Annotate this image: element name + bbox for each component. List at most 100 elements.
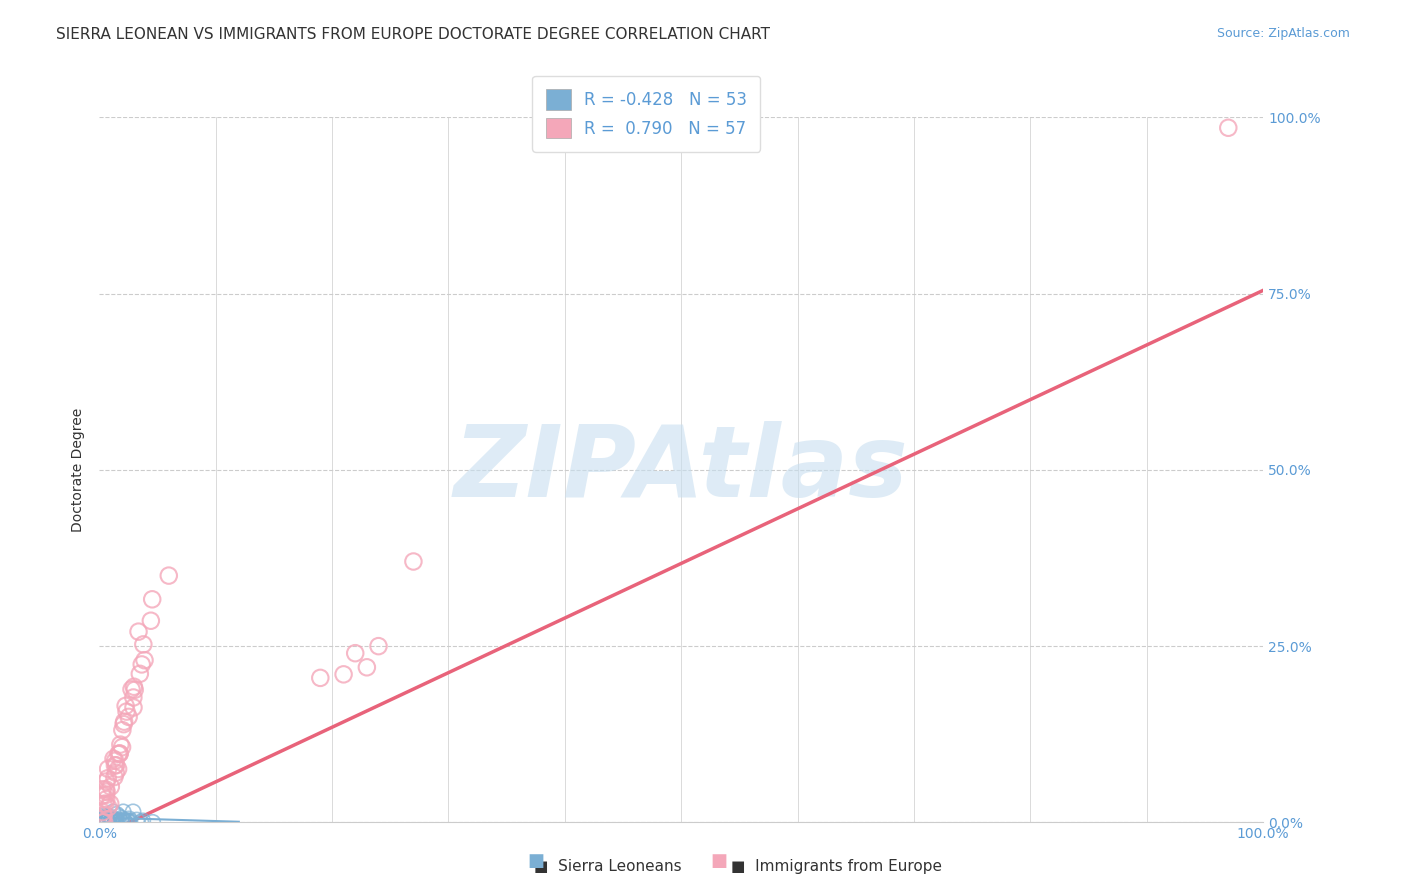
- Point: [118, 814, 141, 828]
- Point: [309, 671, 332, 685]
- Point: [112, 714, 135, 729]
- Point: [139, 614, 162, 628]
- Point: [98, 811, 121, 825]
- Point: [118, 814, 141, 829]
- Point: [94, 814, 117, 829]
- Point: [94, 782, 117, 797]
- Point: [122, 680, 145, 694]
- Point: [117, 814, 139, 829]
- Point: [98, 797, 121, 811]
- Point: [98, 809, 121, 823]
- Legend: R = -0.428   N = 53, R =  0.790   N = 57: R = -0.428 N = 53, R = 0.790 N = 57: [533, 76, 761, 152]
- Point: [332, 667, 354, 681]
- Point: [96, 815, 118, 830]
- Text: ■: ■: [527, 852, 544, 870]
- Point: [122, 805, 145, 819]
- Point: [110, 814, 132, 829]
- Point: [100, 815, 122, 830]
- Point: [108, 747, 131, 761]
- Point: [103, 752, 125, 766]
- Point: [104, 765, 127, 780]
- Text: ■  Sierra Leoneans: ■ Sierra Leoneans: [534, 859, 682, 874]
- Point: [129, 815, 152, 830]
- Point: [118, 812, 141, 826]
- Point: [97, 800, 120, 814]
- Point: [114, 698, 136, 713]
- Point: [105, 815, 128, 830]
- Point: [117, 814, 139, 829]
- Point: [90, 813, 112, 827]
- Point: [344, 646, 367, 660]
- Text: ■: ■: [710, 852, 727, 870]
- Point: [96, 774, 118, 789]
- Point: [111, 740, 134, 755]
- Point: [104, 814, 127, 828]
- Point: [90, 811, 112, 825]
- Point: [104, 814, 127, 829]
- Point: [90, 814, 112, 829]
- Point: [128, 624, 150, 639]
- Point: [107, 814, 129, 828]
- Point: [118, 710, 141, 724]
- Point: [128, 666, 150, 681]
- Point: [112, 814, 135, 829]
- Text: Source: ZipAtlas.com: Source: ZipAtlas.com: [1216, 27, 1350, 40]
- Point: [94, 788, 117, 802]
- Point: [90, 814, 112, 828]
- Point: [1218, 120, 1240, 135]
- Point: [90, 814, 112, 829]
- Point: [111, 723, 134, 738]
- Point: [91, 814, 114, 828]
- Point: [101, 805, 124, 819]
- Point: [91, 797, 114, 811]
- Point: [121, 682, 143, 697]
- Point: [122, 700, 145, 714]
- Point: [105, 807, 128, 822]
- Point: [100, 814, 122, 828]
- Point: [157, 568, 180, 582]
- Point: [110, 811, 132, 825]
- Point: [108, 747, 131, 761]
- Point: [356, 660, 378, 674]
- Point: [107, 747, 129, 761]
- Point: [91, 809, 114, 823]
- Point: [132, 637, 155, 651]
- Point: [367, 639, 389, 653]
- Point: [89, 814, 111, 829]
- Point: [91, 789, 114, 803]
- Point: [97, 762, 120, 776]
- Point: [93, 811, 115, 825]
- Point: [104, 813, 127, 827]
- Point: [93, 808, 115, 822]
- Point: [100, 813, 122, 827]
- Point: [105, 758, 128, 772]
- Y-axis label: Doctorate Degree: Doctorate Degree: [72, 408, 86, 532]
- Point: [124, 682, 146, 697]
- Point: [97, 814, 120, 828]
- Point: [91, 815, 114, 830]
- Point: [93, 814, 115, 829]
- Point: [125, 813, 148, 827]
- Point: [107, 809, 129, 823]
- Point: [402, 554, 425, 568]
- Point: [141, 592, 163, 607]
- Point: [94, 815, 117, 830]
- Point: [104, 758, 127, 772]
- Text: ■  Immigrants from Europe: ■ Immigrants from Europe: [731, 859, 942, 874]
- Point: [112, 805, 135, 819]
- Point: [108, 813, 131, 827]
- Point: [134, 653, 156, 667]
- Point: [96, 792, 118, 806]
- Point: [91, 782, 114, 797]
- Point: [104, 754, 127, 768]
- Point: [94, 810, 117, 824]
- Point: [112, 717, 135, 731]
- Point: [142, 815, 165, 830]
- Point: [103, 770, 125, 784]
- Point: [107, 762, 129, 776]
- Point: [96, 785, 118, 799]
- Point: [91, 805, 114, 820]
- Point: [110, 738, 132, 752]
- Text: SIERRA LEONEAN VS IMMIGRANTS FROM EUROPE DOCTORATE DEGREE CORRELATION CHART: SIERRA LEONEAN VS IMMIGRANTS FROM EUROPE…: [56, 27, 770, 42]
- Point: [96, 814, 118, 828]
